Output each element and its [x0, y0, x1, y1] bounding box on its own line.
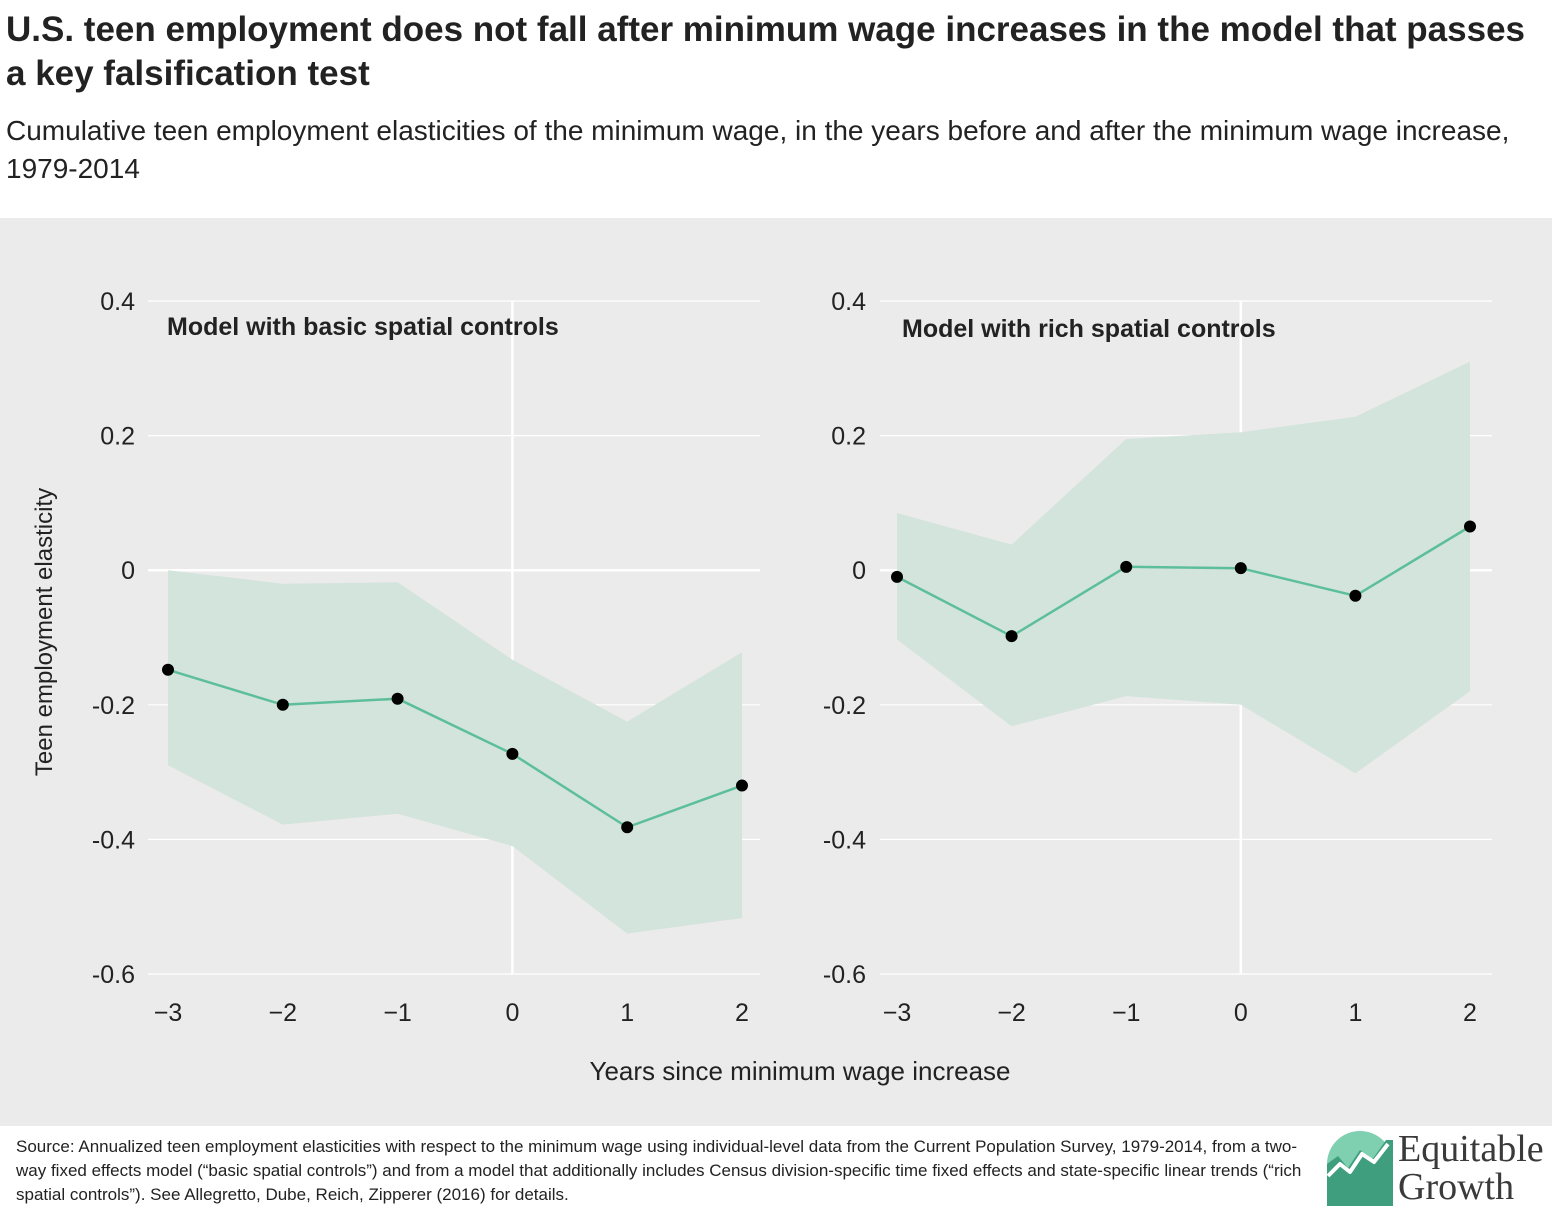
- data-point: [1005, 630, 1018, 643]
- x-tick-label: 1: [620, 999, 634, 1027]
- y-tick-label: -0.4: [823, 826, 866, 854]
- series-line: [167, 668, 743, 829]
- x-tick-label: 2: [735, 999, 749, 1027]
- x-tick-label: 0: [1234, 999, 1248, 1027]
- chart-title: U.S. teen employment does not fall after…: [6, 10, 1526, 93]
- x-tick-label: −2: [997, 999, 1026, 1027]
- series-line: [896, 525, 1471, 638]
- y-axis-label: Teen employment elasticity: [31, 488, 58, 776]
- x-tick-label: −3: [154, 999, 183, 1027]
- x-tick-label: 2: [1463, 999, 1477, 1027]
- source-note: Source: Annualized teen employment elast…: [16, 1137, 1302, 1204]
- confidence-band: [168, 570, 742, 934]
- logo-text-line2: Growth: [1398, 1166, 1515, 1208]
- panel-title: Model with rich spatial controls: [902, 315, 1276, 343]
- data-point: [276, 698, 289, 711]
- y-tick-label: 0.2: [100, 423, 135, 451]
- y-tick-label: 0: [121, 557, 135, 585]
- data-point: [621, 821, 634, 834]
- equitable-growth-logo-icon: [1326, 1131, 1393, 1206]
- chart-subtitle: Cumulative teen employment elasticities …: [6, 115, 1510, 184]
- x-tick-label: 1: [1348, 999, 1362, 1027]
- x-axis-label: Years since minimum wage increase: [589, 1056, 1010, 1086]
- x-tick-label: −2: [269, 999, 298, 1027]
- x-tick-label: −3: [883, 999, 912, 1027]
- y-tick-label: -0.6: [823, 961, 866, 989]
- y-tick-label: -0.2: [92, 692, 135, 720]
- y-tick-label: -0.6: [92, 961, 135, 989]
- data-point: [1464, 520, 1476, 533]
- data-point: [1349, 589, 1362, 602]
- y-tick-label: -0.4: [92, 826, 135, 854]
- y-tick-label: 0.2: [831, 423, 866, 451]
- x-tick-label: −1: [1112, 999, 1141, 1027]
- logo-text-line1: Equitable: [1398, 1128, 1544, 1170]
- data-point: [506, 747, 519, 760]
- data-point: [1234, 562, 1247, 575]
- data-point: [891, 570, 903, 583]
- y-tick-label: -0.2: [823, 692, 866, 720]
- data-point: [391, 692, 404, 705]
- y-tick-label: 0: [852, 557, 866, 585]
- panel-title: Model with basic spatial controls: [167, 313, 559, 341]
- data-point: [1120, 560, 1133, 573]
- y-tick-label: 0.4: [831, 288, 866, 316]
- data-point: [736, 779, 748, 792]
- x-tick-label: 0: [505, 999, 519, 1027]
- equitable-growth-logo: Equitable Growth: [1326, 1130, 1550, 1210]
- data-point: [162, 663, 174, 676]
- x-tick-label: −1: [383, 999, 412, 1027]
- y-tick-label: 0.4: [100, 288, 135, 316]
